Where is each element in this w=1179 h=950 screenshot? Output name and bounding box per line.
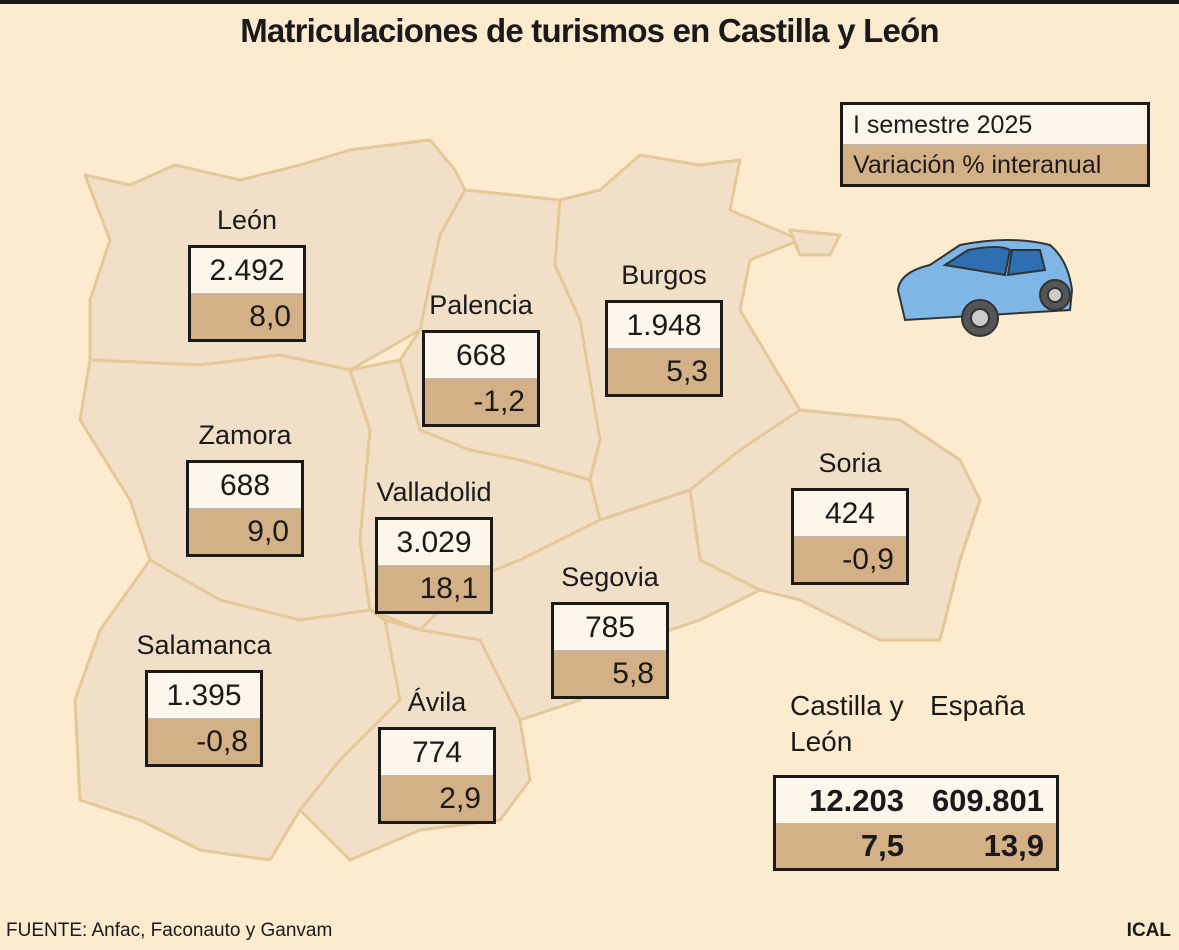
total-count: 609.801 bbox=[916, 778, 1056, 823]
province-name: Valladolid bbox=[376, 477, 492, 507]
province-count: 1.395 bbox=[148, 673, 260, 719]
province-box: 774 2,9 bbox=[378, 727, 496, 824]
province-box: 688 9,0 bbox=[186, 460, 304, 557]
province-name: Soria bbox=[818, 448, 882, 478]
province-variation: 9,0 bbox=[189, 509, 301, 554]
title: Matriculaciones de turismos en Castilla … bbox=[240, 12, 939, 49]
province-name: Ávila bbox=[407, 687, 467, 717]
car-icon bbox=[896, 239, 1074, 337]
province-variation: 5,8 bbox=[554, 651, 666, 696]
province-name: Palencia bbox=[429, 290, 533, 320]
province-box: 785 5,8 bbox=[551, 602, 669, 699]
top-rule bbox=[0, 0, 1179, 4]
province-count: 668 bbox=[425, 333, 537, 379]
province-box: 1.948 5,3 bbox=[605, 300, 723, 397]
province-name: Zamora bbox=[198, 420, 292, 450]
province-variation: 8,0 bbox=[191, 294, 303, 339]
credit: ICAL bbox=[1126, 920, 1171, 941]
province-count: 424 bbox=[794, 491, 906, 537]
total-name: España bbox=[930, 690, 1025, 721]
province-box: 424 -0,9 bbox=[791, 488, 909, 585]
province-variation: 18,1 bbox=[378, 566, 490, 611]
legend: I semestre 2025 Variación % interanual bbox=[840, 102, 1150, 187]
total-variation: 7,5 bbox=[776, 823, 916, 868]
province-variation: -1,2 bbox=[425, 379, 537, 424]
province-variation: -0,9 bbox=[794, 537, 906, 582]
province-count: 688 bbox=[189, 463, 301, 509]
totals-table: 12.203 7,5 609.801 13,9 bbox=[773, 775, 1059, 871]
province-count: 774 bbox=[381, 730, 493, 776]
province-count: 3.029 bbox=[378, 520, 490, 566]
province-variation: 5,3 bbox=[608, 349, 720, 394]
province-name: Segovia bbox=[561, 562, 659, 592]
province-count: 2.492 bbox=[191, 248, 303, 294]
province-box: 2.492 8,0 bbox=[188, 245, 306, 342]
province-count: 785 bbox=[554, 605, 666, 651]
province-variation: 2,9 bbox=[381, 776, 493, 821]
legend-variation: Variación % interanual bbox=[843, 145, 1147, 184]
province-name: Burgos bbox=[621, 260, 707, 290]
province-box: 1.395 -0,8 bbox=[145, 670, 263, 767]
total-name: Castilla y León bbox=[790, 690, 904, 757]
province-variation: -0,8 bbox=[148, 719, 260, 764]
province-shape bbox=[788, 228, 842, 257]
total-column: 609.801 13,9 bbox=[916, 778, 1056, 868]
province-box: 3.029 18,1 bbox=[375, 517, 493, 614]
total-count: 12.203 bbox=[776, 778, 916, 823]
province-box: 668 -1,2 bbox=[422, 330, 540, 427]
source: FUENTE: Anfac, Faconauto y Ganvam bbox=[6, 920, 333, 941]
total-column: 12.203 7,5 bbox=[776, 778, 916, 868]
total-variation: 13,9 bbox=[916, 823, 1056, 868]
province-name: Salamanca bbox=[136, 630, 272, 660]
legend-count: I semestre 2025 bbox=[843, 105, 1147, 145]
province-name: León bbox=[216, 205, 278, 235]
province-count: 1.948 bbox=[608, 303, 720, 349]
